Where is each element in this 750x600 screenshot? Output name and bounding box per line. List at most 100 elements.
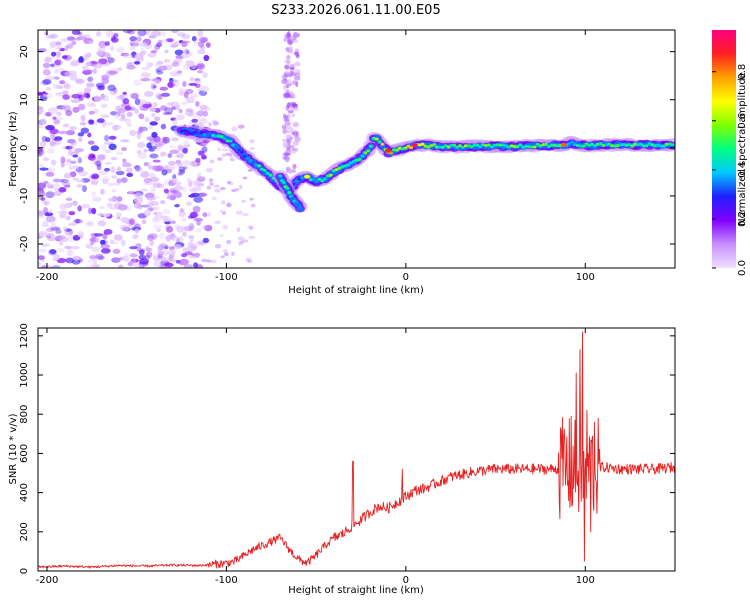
ridge-cell — [478, 145, 482, 149]
noise-blob — [140, 204, 151, 208]
noise-blob — [61, 104, 71, 110]
ridge-cell — [196, 132, 201, 136]
ridge-cell — [234, 146, 239, 150]
noise-blob — [214, 220, 222, 225]
noise-blob — [289, 66, 295, 70]
noise-blob — [149, 239, 155, 247]
ridge-hotspot — [384, 148, 391, 153]
noise-blob — [217, 157, 223, 161]
noise-blob — [294, 141, 299, 146]
noise-blob — [50, 226, 61, 231]
noise-blob — [49, 141, 54, 148]
noise-blob — [69, 144, 75, 150]
noise-blob — [140, 77, 151, 82]
noise-blob — [188, 255, 197, 259]
noise-blob — [226, 239, 232, 245]
noise-blob — [41, 264, 47, 268]
noise-blob — [170, 258, 177, 263]
ridge-cell — [300, 176, 304, 180]
noise-blob — [88, 119, 95, 125]
noise-blob — [41, 118, 47, 125]
noise-blob — [152, 165, 162, 172]
noise-blob — [246, 259, 250, 263]
noise-blob — [140, 188, 148, 192]
noise-blob — [286, 31, 291, 37]
noise-blob — [107, 182, 117, 186]
noise-blob — [148, 165, 157, 170]
noise-blob — [284, 121, 292, 125]
ridge-cell — [331, 169, 336, 173]
noise-blob — [140, 171, 150, 178]
noise-blob — [51, 51, 57, 57]
noise-blob — [55, 179, 65, 183]
noise-blob — [189, 188, 197, 193]
noise-blob — [160, 257, 169, 262]
ridge-cell — [598, 142, 603, 146]
noise-blob — [292, 121, 300, 128]
noise-blob — [56, 51, 62, 57]
noise-blob — [160, 92, 171, 97]
ridge-cell — [409, 146, 414, 150]
ridge-cell — [521, 145, 526, 149]
noise-blob — [51, 183, 61, 191]
noise-blob — [58, 130, 67, 135]
noise-blob — [70, 99, 81, 103]
noise-blob — [58, 187, 67, 193]
noise-blob — [293, 39, 298, 44]
noise-blob — [110, 166, 116, 174]
ridge-cell — [278, 174, 283, 178]
ridge-cell — [627, 143, 632, 147]
noise-blob — [50, 33, 58, 39]
snr-series-line — [38, 331, 675, 569]
noise-blob — [88, 110, 95, 115]
noise-blob — [172, 136, 179, 142]
y-tick-label: 400 — [19, 483, 30, 502]
noise-blob — [144, 116, 150, 123]
noise-blob — [116, 178, 122, 184]
noise-blob — [188, 223, 195, 230]
noise-blob — [142, 103, 152, 108]
noise-blob — [135, 166, 143, 172]
ridge-cell — [294, 179, 299, 183]
ridge-cell — [440, 145, 445, 149]
noise-blob — [136, 55, 145, 63]
noise-blob — [104, 41, 111, 46]
noise-blob — [281, 74, 288, 80]
noise-blob — [206, 167, 213, 173]
spectrogram-x-label: Height of straight line (km) — [288, 285, 424, 296]
noise-blob — [285, 134, 292, 140]
noise-blob — [295, 81, 299, 88]
noise-blob — [128, 218, 135, 225]
noise-blob — [50, 221, 57, 228]
noise-blob — [154, 63, 160, 69]
noise-blob — [103, 229, 113, 235]
noise-blob — [45, 125, 55, 131]
ridge-cell — [639, 142, 643, 146]
ridge-cell — [463, 144, 468, 148]
ridge-cell — [285, 186, 290, 190]
noise-blob — [64, 45, 69, 51]
noise-blob — [193, 196, 203, 203]
noise-blob — [285, 158, 289, 163]
ridge-cell — [423, 144, 428, 148]
noise-blob — [46, 56, 56, 60]
noise-blob — [173, 118, 178, 126]
noise-blob — [126, 112, 133, 117]
noise-blob — [178, 166, 186, 173]
noise-blob — [81, 203, 90, 209]
noise-blob — [100, 103, 108, 109]
noise-blob — [227, 181, 232, 184]
noise-blob — [146, 136, 155, 141]
noise-blob — [193, 80, 202, 84]
noise-blob — [45, 215, 56, 223]
noise-blob — [89, 255, 97, 260]
noise-blob — [188, 235, 195, 239]
noise-blob — [283, 113, 287, 120]
noise-blob — [98, 40, 107, 48]
noise-blob — [122, 158, 127, 163]
noise-blob — [162, 250, 170, 256]
ridge-cell — [395, 148, 399, 152]
noise-blob — [115, 170, 125, 176]
noise-blob — [282, 128, 288, 135]
noise-blob — [285, 148, 291, 155]
